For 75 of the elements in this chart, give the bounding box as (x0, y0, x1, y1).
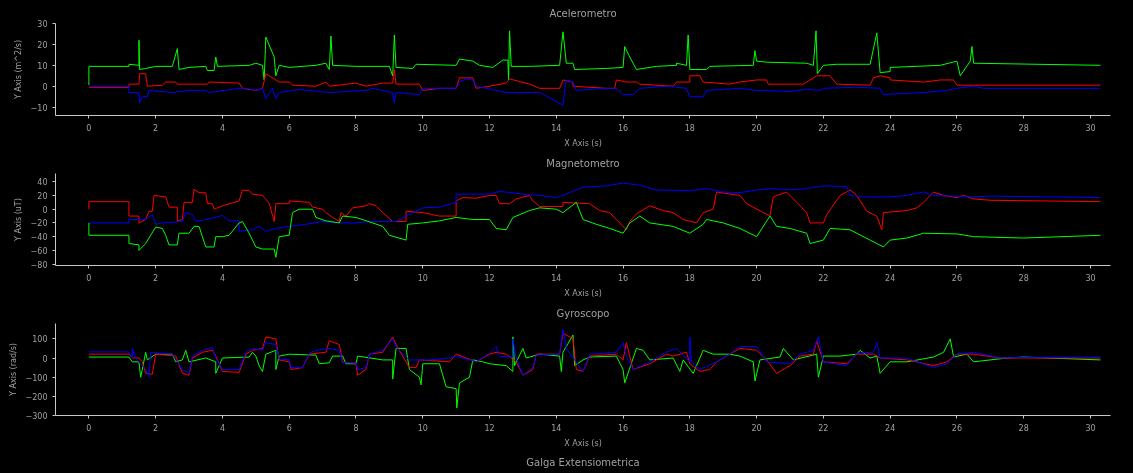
chart-title: Magnetometro (546, 157, 620, 169)
x-tick-label: 26 (951, 123, 963, 133)
x-tick-label: 16 (617, 273, 629, 283)
x-tick-label: 30 (1085, 423, 1096, 433)
x-tick-label: 22 (818, 423, 829, 433)
x-tick-label: 20 (751, 273, 762, 283)
x-axis-title: X Axis (s) (564, 288, 602, 298)
x-tick-label: 0 (86, 273, 92, 283)
y-axis-title: Y Axis (rad/s) (8, 343, 18, 397)
x-tick-label: 10 (417, 423, 428, 433)
x-tick-label: 8 (353, 123, 359, 133)
x-tick-label: 22 (818, 123, 829, 133)
x-tick-label: 4 (219, 423, 225, 433)
x-tick-label: 30 (1085, 273, 1096, 283)
y-tick-label: 20 (37, 191, 48, 201)
x-tick-label: 20 (751, 123, 762, 133)
x-tick-label: 10 (417, 273, 428, 283)
x-tick-label: 2 (153, 423, 159, 433)
x-tick-label: 6 (286, 423, 292, 433)
y-tick-label: 10 (37, 61, 48, 71)
x-tick-label: 22 (818, 273, 829, 283)
x-tick-label: 12 (484, 423, 495, 433)
x-tick-label: 2 (153, 273, 159, 283)
x-tick-label: 18 (684, 123, 695, 133)
x-tick-label: 8 (353, 273, 359, 283)
x-tick-label: 14 (551, 273, 562, 283)
y-tick-label: 0 (42, 205, 48, 215)
x-axis-title: X Axis (s) (564, 138, 602, 148)
x-tick-label: 12 (484, 273, 495, 283)
y-tick-label: −20 (30, 219, 48, 229)
x-tick-label: 26 (951, 273, 963, 283)
y-tick-label: −60 (30, 246, 48, 256)
x-tick-label: 24 (885, 123, 896, 133)
y-tick-label: −80 (30, 260, 48, 270)
x-tick-label: 20 (751, 423, 762, 433)
y-tick-label: −40 (30, 233, 48, 243)
x-tick-label: 0 (86, 423, 92, 433)
y-tick-label: 0 (42, 82, 48, 92)
y-tick-label: −100 (25, 373, 48, 383)
x-tick-label: 24 (885, 273, 896, 283)
x-tick-label: 14 (551, 123, 562, 133)
y-tick-label: 100 (32, 335, 48, 345)
text: Galga Extensiometrica (526, 456, 640, 468)
y-tick-label: 20 (37, 40, 48, 50)
x-tick-label: 16 (617, 423, 629, 433)
y-axis-title: Y Axis (m^2/s) (13, 39, 23, 101)
x-tick-label: 28 (1018, 423, 1029, 433)
y-tick-label: −300 (25, 412, 48, 421)
x-tick-label: 8 (353, 423, 359, 433)
x-tick-label: 6 (286, 273, 292, 283)
y-axis-title: Y Axis (uT) (13, 198, 23, 242)
x-tick-label: 14 (551, 423, 562, 433)
x-tick-label: 16 (617, 123, 629, 133)
x-tick-label: 4 (219, 123, 225, 133)
x-tick-label: 6 (286, 123, 292, 133)
x-tick-label: 18 (684, 423, 695, 433)
x-tick-label: 28 (1018, 123, 1029, 133)
y-tick-label: 30 (37, 20, 48, 29)
x-tick-label: 10 (417, 123, 428, 133)
y-tick-label: −200 (25, 392, 48, 402)
x-tick-label: 24 (885, 423, 896, 433)
x-tick-label: 4 (219, 273, 225, 283)
x-tick-label: 26 (951, 423, 963, 433)
x-tick-label: 28 (1018, 273, 1029, 283)
x-tick-label: 12 (484, 123, 495, 133)
x-tick-label: 2 (153, 123, 159, 133)
y-tick-label: 0 (42, 354, 48, 364)
x-tick-label: 30 (1085, 123, 1096, 133)
chart-title: Acelerometro (549, 7, 617, 19)
x-axis-title: X Axis (s) (564, 438, 602, 448)
x-tick-label: 0 (86, 123, 92, 133)
y-tick-label: −10 (30, 103, 48, 113)
chart-title: Gyroscopo (556, 307, 610, 319)
y-tick-label: 40 (37, 178, 48, 188)
x-tick-label: 18 (684, 273, 695, 283)
